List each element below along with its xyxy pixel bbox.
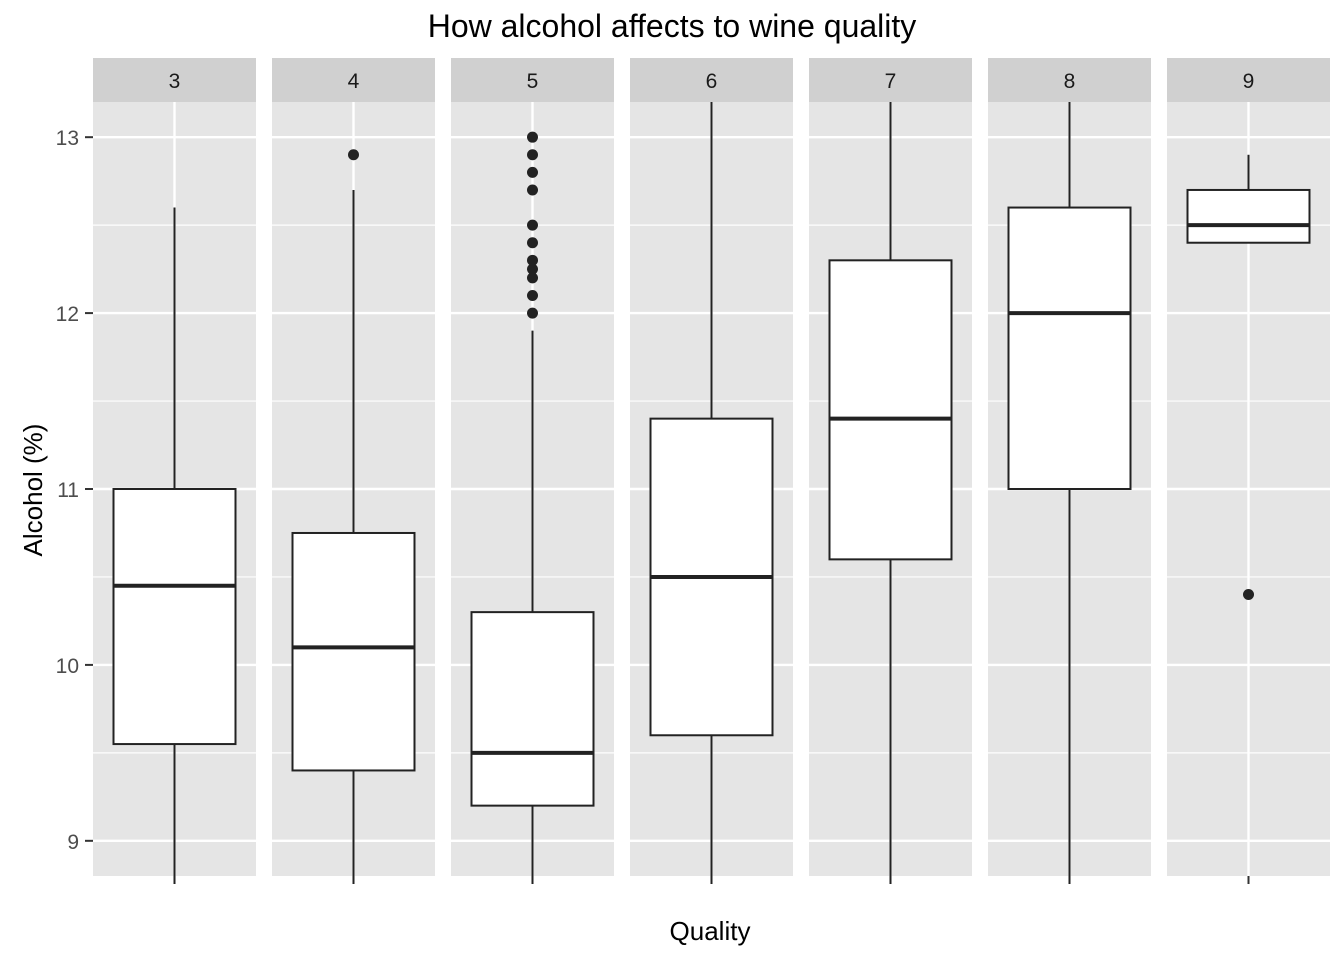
- outlier-point: [527, 219, 538, 231]
- y-tick-label: 9: [67, 831, 79, 854]
- facet-panels: 3 4 5 6 7 8 9: [93, 58, 1330, 884]
- facet-strip: [988, 58, 1151, 102]
- y-tick-label: 13: [56, 127, 79, 150]
- y-axis-label: Alcohol (%): [18, 424, 48, 557]
- facet-strip-label: 7: [885, 70, 897, 93]
- outlier-point: [527, 290, 538, 301]
- chart-title: How alcohol affects to wine quality: [427, 8, 917, 44]
- x-axis-label: Quality: [670, 916, 751, 946]
- facet-panel-3: 3: [93, 58, 256, 884]
- outlier-point: [527, 272, 538, 284]
- outlier-point: [527, 166, 538, 178]
- y-axis: 9 10 11 12 13: [56, 127, 93, 854]
- box: [1007, 206, 1132, 491]
- outlier-point: [527, 149, 538, 161]
- facet-panel-4: 4: [272, 58, 435, 884]
- facet-strip: [272, 58, 435, 102]
- box: [1186, 188, 1311, 244]
- outlier-point: [1243, 589, 1254, 601]
- facet-strip: [809, 58, 972, 102]
- facet-strip-label: 3: [169, 70, 181, 93]
- facet-panel-9: 9: [1167, 58, 1330, 884]
- facet-panel-5: 5: [451, 58, 614, 884]
- box: [112, 488, 237, 746]
- facet-strip-label: 6: [706, 70, 718, 93]
- outlier-point: [527, 237, 538, 249]
- y-tick-label: 11: [57, 479, 79, 502]
- facet-panel-7: 7: [809, 58, 972, 884]
- facet-panel-8: 8: [988, 58, 1151, 884]
- outlier-point: [527, 184, 538, 196]
- outlier-point: [527, 307, 538, 319]
- box: [291, 531, 416, 772]
- outlier-point: [527, 263, 538, 275]
- facet-strip: [1167, 58, 1330, 102]
- y-tick-label: 10: [56, 655, 79, 678]
- facet-strip: [451, 58, 614, 102]
- facet-strip-label: 8: [1064, 70, 1076, 93]
- facet-strip-label: 5: [527, 70, 539, 93]
- outlier-point: [527, 131, 538, 143]
- outlier-point: [348, 149, 359, 161]
- outlier-point: [527, 254, 538, 266]
- facet-strip: [93, 58, 256, 102]
- facet-panel-6: 6: [630, 58, 793, 884]
- y-tick-label: 12: [56, 303, 79, 326]
- facet-strip-label: 9: [1243, 70, 1255, 93]
- facet-strip: [630, 58, 793, 102]
- box: [470, 611, 595, 807]
- facet-strip-label: 4: [348, 70, 360, 93]
- box: [828, 259, 953, 561]
